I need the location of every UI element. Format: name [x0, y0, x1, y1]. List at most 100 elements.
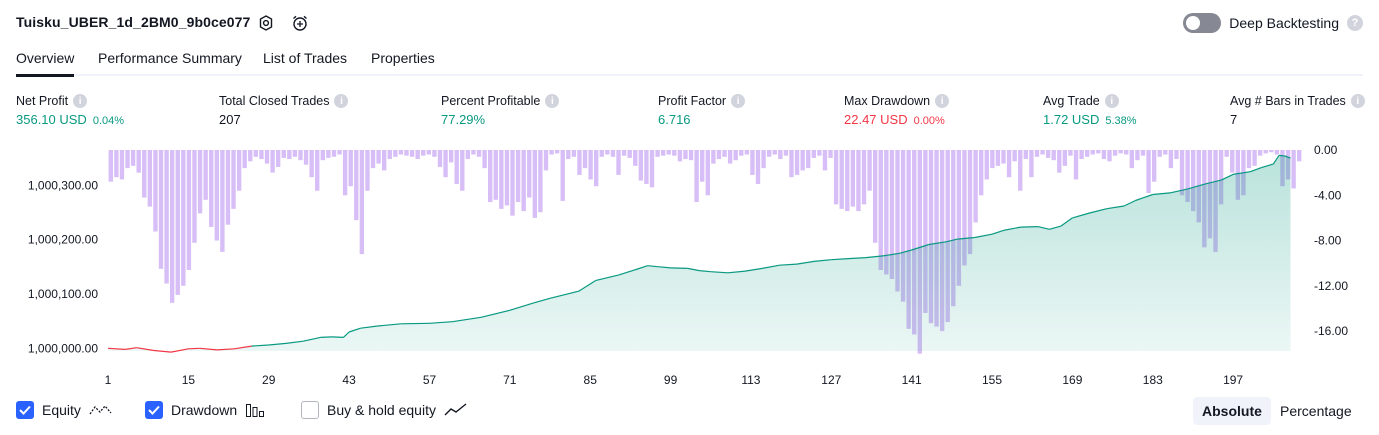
- buy-hold-checkbox[interactable]: [301, 401, 319, 419]
- info-icon[interactable]: i: [545, 94, 560, 108]
- drawdown-bar: [1018, 150, 1023, 191]
- equity-line-segment: [480, 309, 510, 318]
- equity-checkbox[interactable]: [16, 401, 34, 419]
- tab-list-of-trades[interactable]: List of Trades: [263, 50, 348, 66]
- left-axis: 1,000,000.00 1,000,100.00 1,000,200.00 1,00…: [28, 178, 98, 355]
- equity-line-segment: [1278, 154, 1285, 157]
- equity-line-segment: [779, 263, 797, 266]
- metric-value: 77.29%: [441, 112, 486, 127]
- equity-line-segment: [1272, 155, 1280, 165]
- equity-line-segment: [217, 348, 235, 351]
- drawdown-bar: [806, 150, 811, 169]
- equity-line-segment: [251, 344, 269, 347]
- drawdown-bar: [264, 150, 270, 164]
- equity-line-segment: [1020, 226, 1038, 228]
- drawdown-bar: [683, 150, 688, 160]
- drawdown-bar: [739, 150, 744, 156]
- equity-line-segment: [199, 347, 218, 351]
- settings-icon[interactable]: [257, 14, 275, 32]
- drawdown-bar: [1246, 150, 1252, 169]
- equity-line-segment: [532, 297, 551, 304]
- deep-backtesting-label: Deep Backtesting: [1229, 15, 1339, 31]
- drawdown-bar: [331, 150, 337, 157]
- legend-buy-hold[interactable]: Buy & hold equity: [301, 401, 468, 419]
- alarm-clock-add-icon[interactable]: [291, 14, 309, 32]
- equity-line-segment: [360, 325, 378, 329]
- equity-line-segment: [452, 316, 482, 323]
- info-icon[interactable]: i: [731, 94, 746, 108]
- deep-backtesting-toggle[interactable]: [1183, 13, 1222, 33]
- x-tick-label: 71: [503, 373, 517, 387]
- x-tick-label: 113: [741, 373, 760, 387]
- drawdown-bars-icon: [246, 404, 265, 417]
- drawdown-bar: [365, 150, 370, 191]
- equity-line-segment: [1135, 193, 1153, 202]
- drawdown-bar: [493, 150, 498, 200]
- equity-drawdown-chart[interactable]: 1,000,000.00 1,000,100.00 1,000,200.00 1,00…: [0, 140, 1379, 392]
- drawdown-bar: [504, 150, 510, 206]
- drawdown-bar: [175, 150, 180, 295]
- drawdown-bar: [527, 150, 532, 198]
- drawdown-bar: [744, 150, 750, 155]
- info-icon[interactable]: i: [1350, 94, 1365, 108]
- tab-properties[interactable]: Properties: [371, 50, 435, 66]
- percentage-button[interactable]: Percentage: [1280, 403, 1352, 419]
- x-tick-label: 197: [1223, 373, 1243, 387]
- drawdown-checkbox[interactable]: [145, 401, 163, 419]
- drawdown-bar: [1291, 150, 1296, 189]
- drawdown-bar: [181, 150, 186, 286]
- drawdown-label: Drawdown: [171, 402, 238, 418]
- drawdown-bar: [951, 150, 956, 307]
- help-icon[interactable]: ?: [1347, 15, 1363, 31]
- drawdown-bar: [409, 150, 415, 157]
- drawdown-bar: [348, 150, 353, 187]
- equity-line-segment: [659, 266, 671, 269]
- equity-line-segment: [727, 270, 746, 274]
- drawdown-bar: [342, 150, 348, 196]
- info-icon[interactable]: i: [1104, 94, 1119, 108]
- drawdown-bar: [1057, 150, 1062, 173]
- toggle-knob: [1186, 16, 1201, 30]
- drawdown-bar: [270, 150, 275, 173]
- info-icon[interactable]: i: [935, 94, 950, 108]
- tab-performance-summary[interactable]: Performance Summary: [98, 50, 242, 66]
- drawdown-bar: [973, 150, 978, 223]
- tab-overview[interactable]: Overview: [16, 50, 75, 77]
- drawdown-bar: [1107, 150, 1112, 162]
- drawdown-bar: [1191, 150, 1196, 212]
- drawdown-bar: [1224, 150, 1229, 157]
- absolute-button[interactable]: Absolute: [1193, 397, 1271, 425]
- y-right-tick-label: 0.00: [1314, 143, 1338, 157]
- equity-line-segment: [1169, 188, 1188, 194]
- equity-line-segment: [1003, 226, 1021, 231]
- legend-drawdown[interactable]: Drawdown: [145, 401, 265, 419]
- equity-line-segment: [400, 322, 430, 325]
- drawdown-bar: [700, 150, 705, 182]
- metric-value: 6.716: [658, 112, 691, 127]
- drawdown-bar: [789, 150, 794, 178]
- drawdown-bar: [130, 150, 136, 166]
- drawdown-bar: [214, 150, 219, 241]
- drawdown-bar: [1274, 150, 1280, 155]
- drawdown-bar: [733, 150, 738, 161]
- equity-line-segment: [745, 267, 763, 272]
- drawdown-bar: [817, 150, 822, 156]
- drawdown-bar: [499, 150, 504, 209]
- drawdown-bar: [359, 150, 365, 255]
- drawdown-bar: [454, 150, 459, 184]
- drawdown-bar: [1252, 150, 1257, 166]
- equity-line-segment: [342, 331, 350, 338]
- metric-avg-trade: Avg Trade i 1.72 USD 5.38%: [1043, 94, 1137, 127]
- drawdown-bar: [326, 150, 331, 158]
- drawdown-bar: [248, 150, 253, 162]
- info-icon[interactable]: i: [73, 94, 88, 108]
- info-icon[interactable]: i: [334, 94, 349, 108]
- drawdown-bar: [588, 150, 593, 180]
- drawdown-bar: [114, 150, 119, 178]
- drawdown-bar: [783, 150, 789, 156]
- metric-label: Percent Profitable: [441, 94, 541, 108]
- legend-equity[interactable]: Equity: [16, 401, 113, 419]
- x-tick-label: 99: [664, 373, 678, 387]
- drawdown-bar: [850, 150, 856, 207]
- equity-line-segment: [153, 349, 172, 353]
